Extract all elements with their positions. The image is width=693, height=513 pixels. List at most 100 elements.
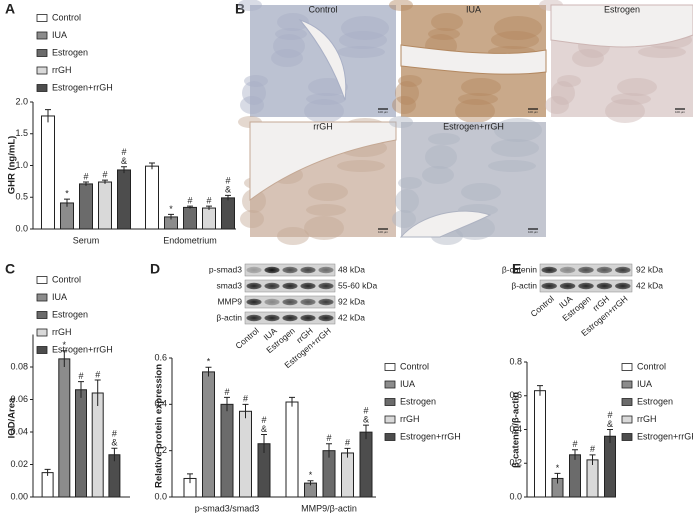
significance-mark: # [83, 171, 88, 181]
error-bar [225, 194, 231, 201]
image-label: IUA [466, 4, 481, 14]
tissue-texture [428, 133, 460, 145]
significance-mark: # [112, 429, 117, 439]
tissue-texture [398, 177, 422, 189]
blot-protein: β-catenin [502, 264, 537, 274]
blot-band [615, 266, 631, 274]
significance-mark: & [363, 415, 369, 425]
bar [41, 115, 55, 230]
y-tick-label: 0.02 [10, 459, 28, 469]
scale-bar-label: 100 μm [675, 110, 686, 114]
legend-swatch [36, 311, 48, 319]
bar [91, 392, 104, 498]
blot-band [300, 314, 316, 322]
bar [341, 452, 354, 498]
y-tick-label: 0.5 [15, 192, 28, 202]
error-bar [242, 403, 249, 419]
lumen [399, 210, 492, 238]
lane-label: Control [529, 294, 557, 319]
legend-swatch [384, 433, 396, 441]
error-bar [205, 366, 212, 377]
legend-swatch [621, 363, 633, 371]
blot-protein: p-smad3 [209, 264, 242, 274]
image-label: Estrogen [604, 4, 640, 14]
tissue-texture [339, 31, 387, 49]
tissue-texture [392, 96, 416, 114]
legend-swatch [36, 66, 48, 75]
bar [534, 390, 546, 498]
tissue-texture [240, 96, 264, 114]
significance-mark: # [572, 439, 577, 449]
tissue-texture [277, 13, 309, 31]
legend-swatch [36, 14, 48, 22]
error-bar [589, 454, 596, 465]
blot-band [282, 282, 298, 290]
significance-mark: * [169, 204, 173, 214]
error-bar [261, 433, 267, 453]
blot-band [559, 282, 576, 290]
significance-mark: # [261, 415, 266, 425]
bar [79, 183, 93, 230]
tissue-texture [617, 78, 657, 96]
image-label: rrGH [313, 121, 333, 131]
tissue-texture [398, 75, 422, 87]
legend-swatch [36, 31, 48, 40]
tissue-texture [572, 49, 604, 67]
blot-band [541, 266, 557, 274]
bar [202, 207, 216, 230]
legend-label: Control [52, 12, 81, 22]
legend-swatch [36, 346, 48, 354]
scale-bar-label: 100 μm [528, 230, 539, 234]
error-bar [78, 381, 84, 398]
y-tick-label: 1.5 [15, 128, 28, 138]
error-bar [187, 205, 193, 209]
tissue-texture [638, 46, 686, 58]
y-tick-label: 2.0 [15, 96, 28, 106]
legend-label: Control [400, 361, 429, 371]
bar [586, 459, 599, 498]
legend-swatch [36, 293, 48, 302]
legend-label: Estrogen+rrGH [52, 82, 113, 92]
y-tick-label: 0.6 [509, 390, 522, 400]
error-bar [102, 179, 108, 184]
blot-band [264, 314, 280, 322]
tissue-texture [488, 160, 536, 172]
significance-mark: * [556, 463, 560, 473]
blot-protein: β-actin [216, 312, 242, 322]
tissue-texture [242, 189, 266, 213]
significance-mark: & [121, 156, 127, 166]
blot-band [318, 298, 334, 306]
legend-label: rrGH [52, 327, 72, 337]
tissue-texture [491, 139, 539, 157]
bar [58, 358, 71, 498]
legend-label: Control [52, 274, 81, 284]
y-tick-label: 0.0 [509, 491, 522, 501]
lane-label: Control [233, 326, 261, 351]
blot-protein: β-actin [511, 280, 537, 290]
scale-bar-label: 100 μm [528, 110, 539, 114]
tissue-texture [341, 16, 389, 40]
tissue-texture [491, 31, 539, 49]
bar [604, 435, 616, 498]
legend-label: IUA [637, 379, 652, 389]
tissue-texture [306, 93, 346, 105]
y-tick-label: 0.4 [154, 399, 167, 409]
legend-label: IUA [400, 379, 415, 389]
blot-band [282, 266, 298, 274]
error-bar [44, 468, 51, 476]
significance-mark: # [224, 387, 229, 397]
error-bar [61, 350, 68, 367]
tissue-texture [275, 28, 307, 40]
blot-band [264, 266, 280, 274]
significance-mark: & [261, 424, 267, 434]
legend-label: Control [637, 361, 666, 371]
error-bar [83, 181, 89, 186]
y-tick-label: 0.4 [509, 424, 522, 434]
tissue-texture [271, 49, 303, 67]
bar [145, 165, 159, 230]
significance-mark: # [187, 196, 192, 206]
significance-mark: * [63, 340, 67, 350]
tissue-texture [337, 160, 385, 172]
blot-band [541, 282, 557, 290]
